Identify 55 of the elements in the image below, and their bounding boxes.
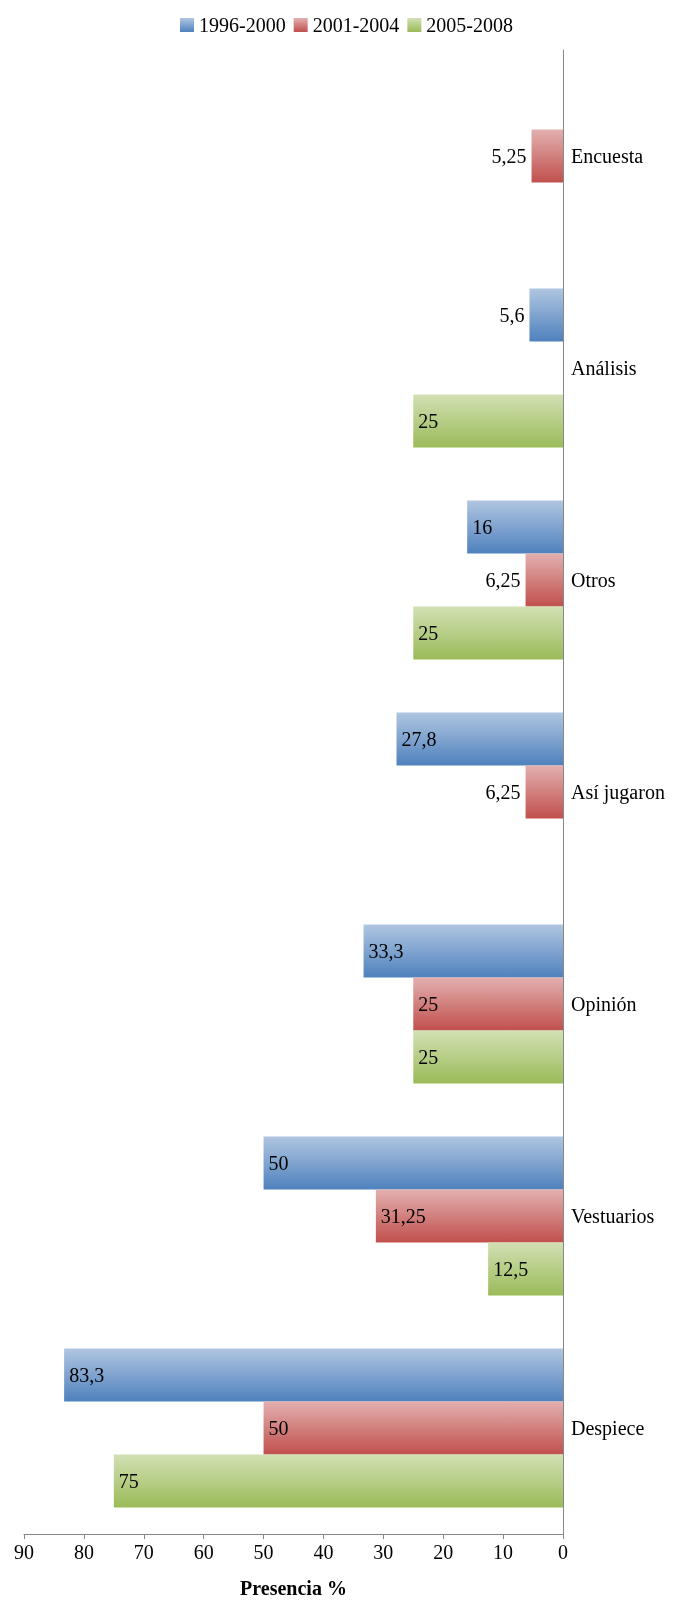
data-label: 83,3 [69, 1364, 105, 1386]
bar [413, 1030, 563, 1084]
bar [413, 394, 563, 448]
data-label: 25 [418, 622, 439, 644]
bar [113, 1454, 563, 1508]
data-label: 16 [472, 516, 493, 538]
bar [531, 129, 563, 183]
data-label: 27,8 [401, 728, 437, 750]
x-tick-label: 0 [558, 1541, 568, 1563]
x-tick-label: 90 [14, 1541, 34, 1563]
x-tick-label: 80 [73, 1541, 94, 1563]
data-label: 25 [418, 410, 439, 432]
bar [64, 1348, 563, 1402]
x-tick-label: 40 [313, 1541, 334, 1563]
bar [263, 1401, 563, 1455]
bar [375, 1189, 563, 1243]
legend-label: 2005-2008 [426, 14, 513, 36]
data-label: 50 [268, 1152, 289, 1174]
data-label: 5,6 [499, 304, 525, 326]
bar [363, 924, 563, 978]
y-tick-label: Encuesta [571, 145, 644, 167]
x-tick-label: 70 [133, 1541, 154, 1563]
data-label: 12,5 [493, 1258, 529, 1280]
x-tick-label: 30 [373, 1541, 394, 1563]
y-tick-label: Vestuarios [571, 1205, 655, 1227]
data-label: 5,25 [491, 145, 527, 167]
bar [396, 712, 563, 766]
bar [525, 765, 563, 819]
data-label: 6,25 [485, 781, 521, 803]
bar [525, 553, 563, 607]
bar [413, 977, 563, 1031]
legend-label: 1996-2000 [199, 14, 286, 36]
data-label: 25 [418, 993, 439, 1015]
x-tick-label: 10 [493, 1541, 514, 1563]
y-tick-label: Despiece [571, 1417, 645, 1440]
data-label: 33,3 [368, 940, 404, 962]
x-tick-label: 50 [253, 1541, 274, 1563]
x-axis-title: Presencia % [240, 1577, 347, 1599]
y-tick-label: Opinión [571, 993, 637, 1016]
data-label: 75 [118, 1470, 139, 1492]
data-label: 6,25 [485, 569, 521, 591]
x-tick-label: 20 [433, 1541, 454, 1563]
bar [263, 1136, 563, 1190]
data-label: 25 [418, 1046, 439, 1068]
x-tick-label: 60 [193, 1541, 214, 1563]
bar [488, 1242, 563, 1296]
data-label: 50 [268, 1417, 289, 1439]
bar [529, 288, 563, 342]
bar [467, 500, 563, 554]
y-tick-label: Así jugaron [571, 781, 665, 804]
legend-label: 2001-2004 [312, 14, 400, 36]
bar [413, 606, 563, 660]
y-tick-label: Otros [571, 569, 616, 591]
y-tick-label: Análisis [571, 357, 637, 379]
data-label: 31,25 [380, 1205, 426, 1227]
